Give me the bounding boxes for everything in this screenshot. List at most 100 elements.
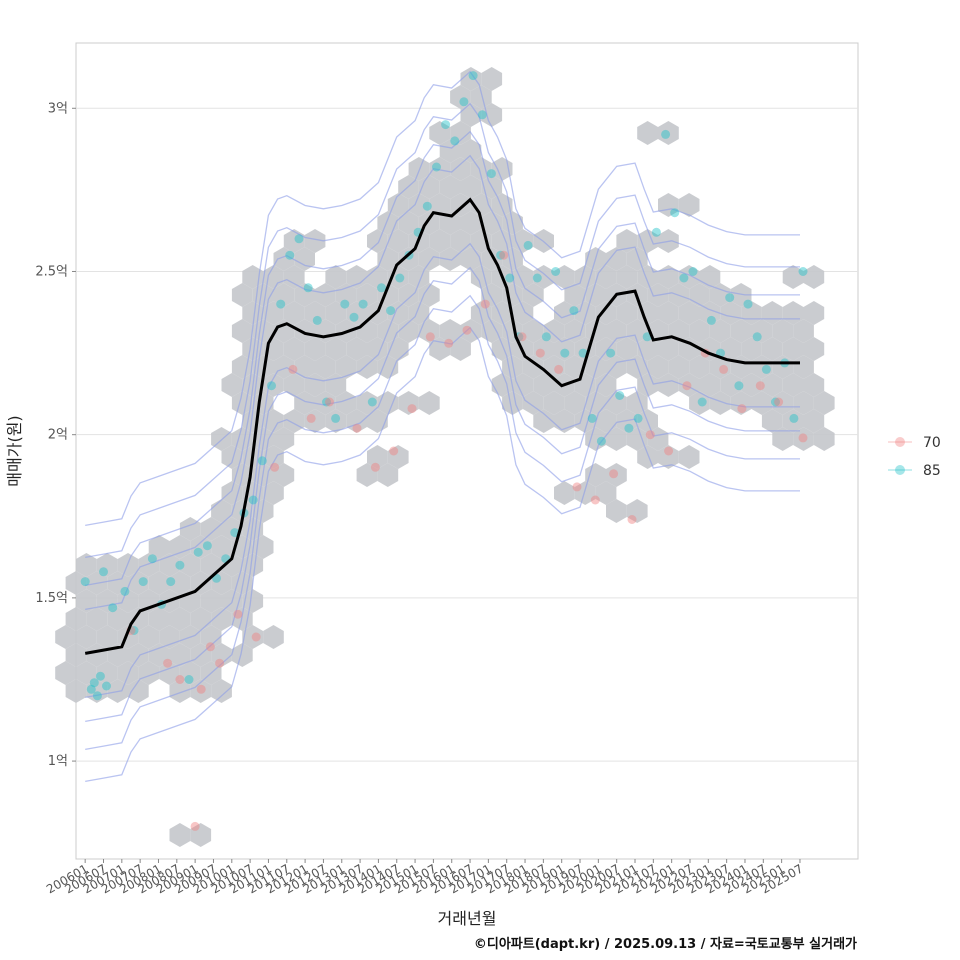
point-85 bbox=[789, 413, 799, 423]
hexbin-cell bbox=[574, 409, 596, 433]
hexbin-cell bbox=[772, 427, 794, 451]
hexbin-cell bbox=[96, 553, 118, 577]
point-85 bbox=[322, 397, 331, 407]
hexbin-cell bbox=[76, 625, 97, 649]
hexbin-cell bbox=[554, 301, 575, 325]
point-85 bbox=[578, 348, 588, 358]
legend-label-70: 70 bbox=[923, 435, 941, 451]
point-70 bbox=[755, 381, 765, 391]
hexbin-cell bbox=[335, 391, 357, 415]
hexbin-cell bbox=[148, 535, 170, 559]
point-85 bbox=[486, 169, 496, 179]
hexbin-cell bbox=[460, 67, 482, 91]
hexbin-cell bbox=[761, 409, 783, 433]
contour-line bbox=[85, 294, 800, 751]
point-70 bbox=[306, 413, 316, 423]
point-70 bbox=[205, 642, 215, 652]
hexbin-cell bbox=[772, 355, 794, 379]
hexbin-cell bbox=[418, 391, 440, 415]
point-85 bbox=[661, 129, 671, 139]
hexbin-cell bbox=[107, 607, 128, 631]
hexbin-cell bbox=[294, 355, 315, 379]
hexbin-cell bbox=[533, 373, 554, 397]
hexbin-cell bbox=[481, 283, 503, 307]
hexbin-cell bbox=[148, 643, 170, 667]
point-85 bbox=[202, 541, 212, 551]
hexbin-cell bbox=[439, 247, 461, 271]
point-85 bbox=[422, 201, 432, 211]
y-axis-ticks: 1억 1.5억 2억 2.5억 3억 bbox=[35, 101, 76, 769]
hexbin-cell bbox=[491, 193, 513, 217]
hexbin-cell bbox=[263, 445, 284, 469]
hexbin-cell bbox=[86, 607, 108, 631]
point-85 bbox=[459, 97, 469, 107]
hexbin-cell bbox=[325, 301, 347, 325]
hexbin-cell bbox=[211, 535, 232, 559]
hexbin-cell bbox=[211, 643, 232, 667]
point-85 bbox=[108, 603, 118, 613]
hexbin-cell bbox=[387, 229, 409, 253]
hexbin-cell bbox=[294, 319, 315, 343]
hexbin-cell bbox=[65, 679, 87, 703]
hexbin-cell bbox=[273, 427, 295, 451]
x-axis-ticks: 2006012006072007012007072008012008072009… bbox=[44, 859, 805, 897]
hexbin-cell bbox=[398, 211, 419, 235]
hexbin-cell bbox=[709, 319, 731, 343]
hexbin-cell bbox=[512, 301, 534, 325]
hexbin-cell bbox=[325, 265, 347, 289]
point-85 bbox=[596, 436, 606, 446]
point-85 bbox=[615, 391, 625, 400]
point-85 bbox=[377, 283, 386, 293]
scatter-points bbox=[80, 71, 808, 831]
x-axis-title: 거래년월 bbox=[438, 909, 497, 928]
hexbin-cell bbox=[751, 391, 773, 415]
hexbin-cell bbox=[263, 481, 284, 505]
hexbin-cell bbox=[585, 463, 606, 487]
hexbin-cell bbox=[803, 337, 825, 361]
point-85 bbox=[532, 273, 542, 283]
hexbin-cell bbox=[377, 355, 399, 379]
hexbin-cell bbox=[418, 283, 440, 307]
hexbin-cell bbox=[283, 373, 305, 397]
point-85 bbox=[257, 456, 267, 466]
hexbin-cell bbox=[356, 463, 378, 487]
hexbin-cell bbox=[335, 355, 357, 379]
point-85 bbox=[267, 381, 276, 391]
hexbin-cell bbox=[398, 247, 419, 271]
hexbin-cell bbox=[346, 409, 367, 433]
hexbin-cell bbox=[481, 103, 503, 127]
hexbin-cell bbox=[481, 67, 503, 91]
point-70 bbox=[190, 821, 200, 831]
hexbin-cell bbox=[720, 373, 742, 397]
hexbin-cell bbox=[626, 319, 648, 343]
hexbin-cell bbox=[564, 355, 586, 379]
hexbin-cell bbox=[179, 553, 201, 577]
hexbin-cell bbox=[211, 571, 232, 595]
hexbin-cell bbox=[616, 301, 638, 325]
legend-marker-85 bbox=[895, 465, 905, 475]
hexbin-cell bbox=[294, 247, 315, 271]
point-85 bbox=[95, 671, 105, 681]
hexbin-cell bbox=[554, 481, 575, 505]
hexbin-cell bbox=[450, 337, 471, 361]
hexbin-cell bbox=[585, 355, 606, 379]
hexbin-cell bbox=[606, 463, 627, 487]
point-85 bbox=[193, 547, 203, 557]
point-70 bbox=[407, 404, 417, 414]
hexbin-cell bbox=[231, 607, 253, 631]
point-85 bbox=[752, 332, 762, 342]
point-70 bbox=[719, 364, 729, 374]
hexbin-cell bbox=[148, 607, 170, 631]
hexbin-cell bbox=[211, 679, 232, 703]
hexbin-cell bbox=[803, 265, 825, 289]
hexbin-cell bbox=[221, 553, 243, 577]
hexbin-cell bbox=[626, 499, 648, 523]
hexbin-cell bbox=[793, 391, 814, 415]
point-85 bbox=[175, 560, 185, 570]
hexbin-cell bbox=[200, 625, 222, 649]
hexbin-cell bbox=[315, 355, 336, 379]
hexbin-cell bbox=[678, 301, 700, 325]
legend-label-85: 85 bbox=[923, 463, 941, 479]
point-70 bbox=[480, 299, 490, 309]
point-85 bbox=[285, 250, 295, 260]
